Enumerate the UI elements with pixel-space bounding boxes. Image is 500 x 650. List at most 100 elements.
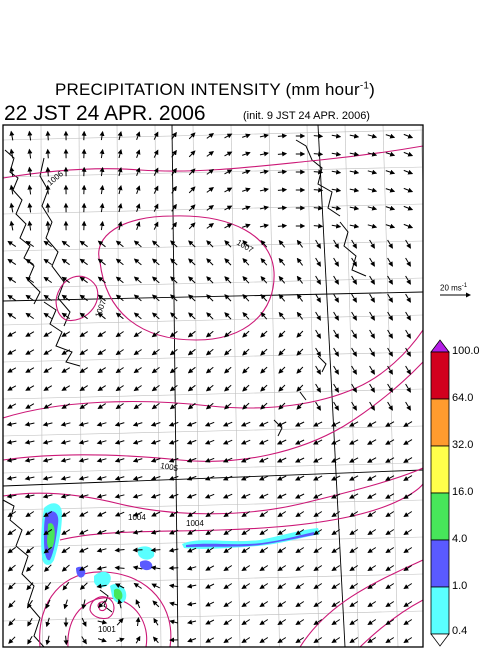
wind-arrow: [204, 475, 215, 481]
wind-arrow: [276, 421, 287, 427]
wind-arrow: [387, 239, 393, 249]
wind-arrow: [151, 402, 160, 410]
wind-arrow: [135, 221, 141, 230]
wind-arrow: [25, 331, 35, 337]
wind-arrow: [331, 205, 342, 211]
wind-arrow: [133, 349, 142, 356]
wind-arrow: [78, 439, 89, 445]
wind-arrow: [333, 275, 339, 285]
graticule-parallel: [3, 499, 423, 511]
wind-arrow: [45, 599, 51, 609]
wind-arrow: [296, 293, 303, 302]
wind-arrow: [277, 205, 288, 211]
wind-arrow: [151, 276, 160, 284]
wind-arrow: [331, 583, 341, 590]
wind-arrow: [132, 493, 143, 499]
wind-arrow: [150, 493, 161, 499]
wind-arrow: [259, 619, 269, 626]
wind-arrow: [99, 202, 105, 213]
wind-arrow: [96, 421, 107, 427]
wind-arrow: [224, 276, 232, 284]
wind-arrow: [369, 401, 375, 411]
wind-arrow: [205, 619, 215, 625]
wind-arrow: [96, 475, 107, 481]
wind-arrow: [97, 511, 107, 517]
wind-arrow: [403, 169, 414, 175]
wind-arrow: [114, 457, 125, 463]
wind-arrow: [296, 239, 303, 248]
wind-arrow: [44, 582, 52, 591]
wind-arrow: [277, 619, 287, 626]
wind-arrow: [313, 475, 323, 481]
wind-arrow: [186, 421, 197, 427]
wind-arrow: [367, 133, 378, 139]
wind-arrow: [315, 293, 321, 303]
wind-arrow: [260, 240, 268, 248]
wind-arrow: [369, 347, 375, 357]
wind-arrow: [42, 493, 53, 499]
wind-arrow: [61, 258, 70, 266]
coast-islands-east: [339, 221, 367, 277]
isobar-label: 1001: [98, 625, 116, 634]
wind-arrow: [259, 187, 269, 193]
wind-arrow: [188, 294, 196, 302]
wind-arrow: [277, 169, 288, 175]
wind-arrow: [135, 185, 141, 194]
wind-arrow: [313, 223, 324, 229]
wind-arrow: [277, 637, 287, 644]
wind-arrow: [331, 565, 341, 572]
wind-arrow: [204, 457, 215, 463]
wind-arrow: [187, 637, 197, 643]
wind-arrow: [313, 637, 323, 644]
wind-arrow: [260, 258, 268, 266]
wind-arrow: [313, 511, 323, 518]
wind-arrow: [240, 475, 251, 481]
wind-arrow: [45, 220, 51, 231]
wind-arrow: [43, 367, 53, 373]
wind-arrow: [9, 202, 15, 213]
wind-arrow: [7, 349, 17, 355]
wind-arrow: [224, 348, 232, 356]
wind-arrow: [135, 203, 141, 212]
wind-arrow: [132, 421, 143, 427]
wind-arrow: [9, 130, 15, 141]
wind-arrow: [43, 511, 53, 518]
legend-level-label: 4.0: [452, 533, 468, 545]
wind-arrow: [27, 617, 33, 627]
wind-arrow: [45, 202, 51, 213]
wind-arrow: [153, 167, 159, 176]
wind-arrow: [150, 547, 161, 553]
coast-taiwan: [99, 589, 113, 613]
wind-arrow: [295, 439, 305, 445]
wind-arrow: [170, 312, 178, 320]
graticule-meridian: [306, 125, 320, 647]
wind-arrow: [313, 421, 323, 427]
wind-arrow: [277, 133, 288, 139]
wind-arrow: [295, 421, 305, 427]
wind-arrow: [333, 347, 339, 357]
wind-arrow: [96, 565, 107, 571]
wind-arrow: [6, 457, 17, 463]
wind-arrow: [169, 403, 178, 410]
wind-arrow: [224, 258, 232, 266]
wind-arrow: [153, 131, 159, 140]
wind-arrow: [117, 185, 123, 195]
wind-arrow: [78, 421, 89, 427]
wind-arrow: [188, 258, 196, 266]
wind-arrow: [258, 439, 269, 445]
wind-arrow: [315, 257, 321, 267]
wind-arrow: [367, 583, 377, 590]
wind-arrow: [115, 294, 124, 302]
wind-arrow: [114, 439, 125, 445]
wind-arrow: [331, 493, 341, 499]
colorbar-over-triangle: [430, 339, 450, 353]
wind-arrow: [61, 312, 70, 320]
isobar-west-closed: [55, 275, 99, 322]
wind-arrow: [387, 257, 393, 267]
graticule-parallel: [3, 240, 423, 252]
wind-arrow: [206, 205, 214, 211]
wind-arrow: [24, 475, 35, 481]
wind-arrow: [313, 565, 323, 572]
wind-arrow: [296, 384, 304, 392]
isobar-1004: [3, 467, 423, 515]
